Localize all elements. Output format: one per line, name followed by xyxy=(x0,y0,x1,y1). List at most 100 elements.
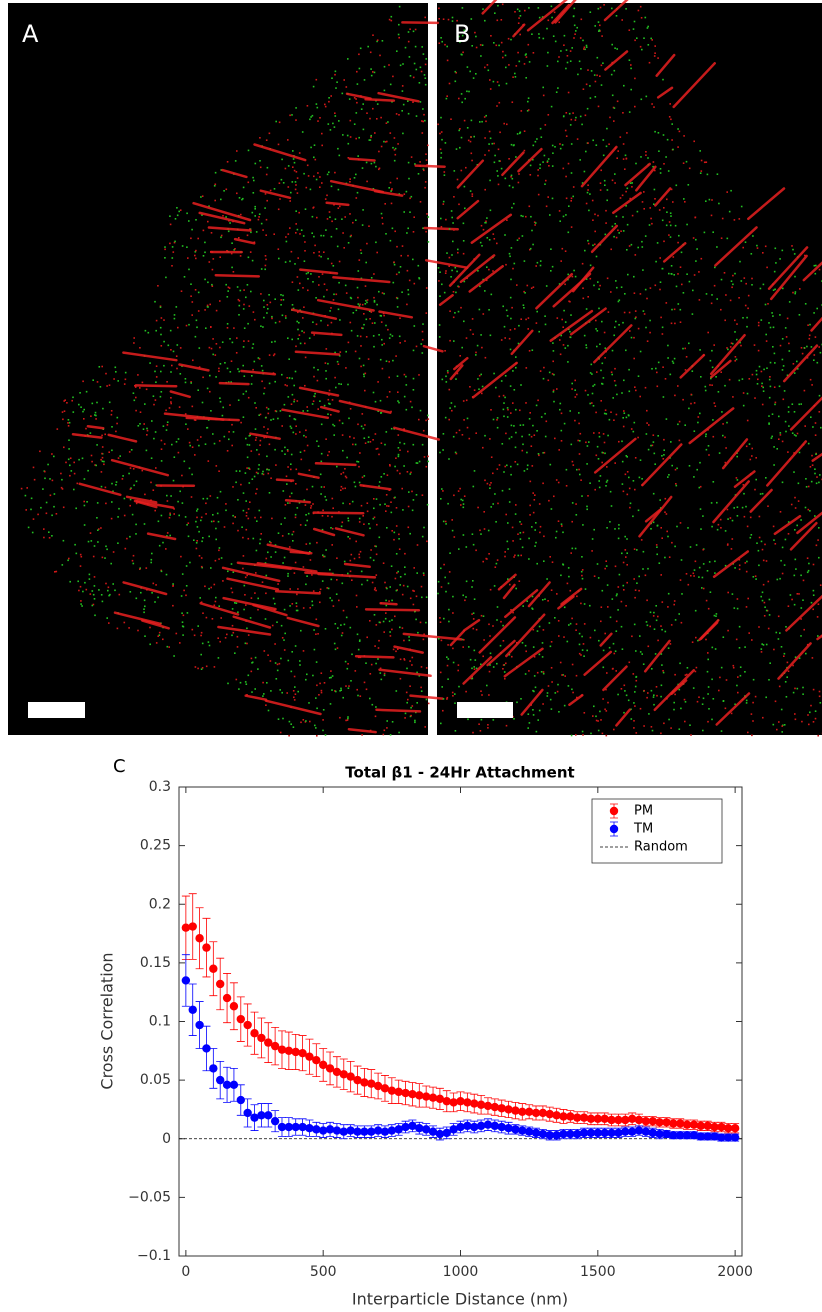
signal-dot xyxy=(279,689,281,691)
signal-dot xyxy=(592,385,594,387)
signal-dot xyxy=(733,667,735,669)
signal-dot xyxy=(176,633,178,635)
signal-dot xyxy=(164,443,166,445)
signal-dot xyxy=(552,145,554,147)
signal-dot xyxy=(451,210,453,212)
signal-dot xyxy=(171,265,173,267)
signal-dot xyxy=(444,171,446,173)
signal-dot xyxy=(599,29,601,31)
signal-dot xyxy=(647,26,649,28)
signal-dot xyxy=(84,478,86,480)
signal-dot xyxy=(316,542,318,544)
signal-dot xyxy=(86,589,88,591)
signal-dot xyxy=(68,558,70,560)
signal-dot xyxy=(648,449,650,451)
signal-dot xyxy=(399,473,401,475)
signal-dot xyxy=(244,327,246,329)
signal-dot xyxy=(536,563,538,565)
signal-dot xyxy=(473,136,475,138)
signal-dot xyxy=(278,718,280,720)
signal-dot xyxy=(47,464,49,466)
signal-dot xyxy=(548,158,550,160)
signal-dot xyxy=(355,541,357,543)
signal-dot xyxy=(161,440,163,442)
signal-dot xyxy=(599,487,601,489)
signal-dot xyxy=(497,175,499,177)
signal-dot xyxy=(815,710,817,712)
signal-dot xyxy=(414,722,416,724)
signal-dot xyxy=(219,256,221,258)
signal-dot xyxy=(380,315,382,317)
signal-dot xyxy=(688,408,690,410)
signal-dot xyxy=(423,53,425,55)
signal-dot xyxy=(278,209,280,211)
signal-dot xyxy=(701,170,703,172)
signal-dot xyxy=(692,313,694,315)
signal-dot xyxy=(329,211,331,213)
signal-dot xyxy=(379,481,381,483)
signal-dot xyxy=(565,214,567,216)
signal-dot xyxy=(215,601,217,603)
signal-dot xyxy=(312,321,314,323)
signal-dot xyxy=(571,735,573,737)
signal-dot xyxy=(189,442,191,444)
y-tick-label: −0.05 xyxy=(128,1189,171,1205)
signal-dot xyxy=(200,635,202,637)
signal-dot xyxy=(751,534,753,536)
signal-dot xyxy=(295,107,297,109)
signal-dot xyxy=(679,421,681,423)
signal-dot xyxy=(383,293,385,295)
signal-dot xyxy=(677,242,679,244)
signal-dot xyxy=(609,117,611,119)
signal-dot xyxy=(66,402,68,404)
signal-dot xyxy=(730,190,732,192)
signal-dot xyxy=(479,375,481,377)
signal-dot xyxy=(318,694,320,696)
signal-dot xyxy=(332,507,334,509)
signal-dot xyxy=(93,556,95,558)
signal-dot xyxy=(611,505,613,507)
signal-dot xyxy=(354,482,356,484)
signal-dot xyxy=(574,389,576,391)
signal-dot xyxy=(82,458,84,460)
signal-dot xyxy=(815,422,817,424)
signal-dot xyxy=(551,17,553,19)
signal-dot xyxy=(413,567,415,569)
signal-dot xyxy=(689,281,691,283)
signal-dot xyxy=(702,549,704,551)
signal-dot xyxy=(507,548,509,550)
signal-dot xyxy=(551,667,553,669)
signal-dot xyxy=(374,517,376,519)
signal-dot xyxy=(618,301,620,303)
signal-dot xyxy=(51,515,53,517)
signal-dot xyxy=(149,362,151,364)
signal-dot xyxy=(117,417,119,419)
signal-dot xyxy=(668,170,670,172)
signal-dot xyxy=(455,267,457,269)
signal-dot xyxy=(633,673,635,675)
signal-dot xyxy=(660,527,662,529)
signal-dot xyxy=(573,270,575,272)
signal-dot xyxy=(604,413,606,415)
signal-dot xyxy=(89,578,91,580)
signal-dot xyxy=(804,425,806,427)
signal-dot xyxy=(155,431,157,433)
signal-dot xyxy=(484,67,486,69)
signal-dot xyxy=(675,483,677,485)
y-tick-label: 0.15 xyxy=(140,955,171,971)
signal-dot xyxy=(357,83,359,85)
signal-dot xyxy=(146,567,148,569)
signal-dot xyxy=(564,705,566,707)
signal-dot xyxy=(265,234,267,236)
signal-dot xyxy=(78,404,80,406)
signal-dot xyxy=(576,469,578,471)
signal-dot xyxy=(452,222,454,224)
signal-dot xyxy=(737,479,739,481)
signal-dot xyxy=(117,542,119,544)
signal-dot xyxy=(746,317,748,319)
signal-dot xyxy=(596,720,598,722)
signal-dot xyxy=(704,162,706,164)
signal-dot xyxy=(454,312,456,314)
signal-dot xyxy=(249,305,251,307)
signal-dot xyxy=(509,584,511,586)
